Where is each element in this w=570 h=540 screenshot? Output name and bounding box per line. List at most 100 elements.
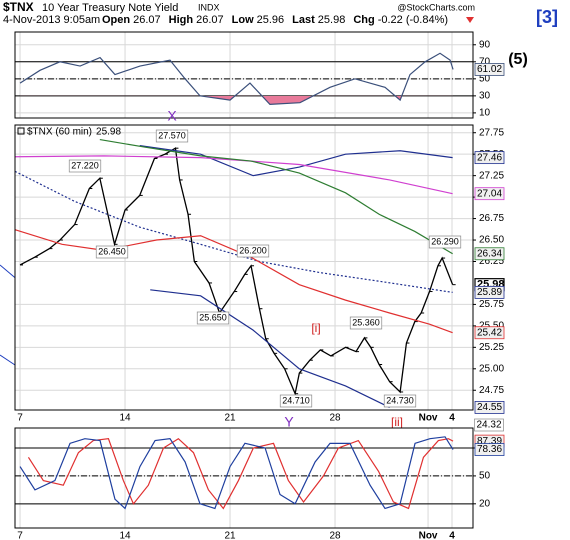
exchange: INDX [198, 2, 220, 12]
annotation-box [428, 235, 462, 249]
quote-value: 25.98 [318, 14, 346, 26]
value-tag-label: 27.04 [477, 188, 502, 199]
annotation: (5) [508, 51, 528, 68]
down-arrow [466, 17, 474, 23]
y-tick-label: 70 [479, 56, 491, 67]
series-line [14, 170, 453, 293]
trend-line [0, 354, 16, 366]
x-tick-label: 21 [224, 413, 236, 424]
series-line [19, 436, 454, 510]
annotation: [3] [536, 7, 558, 27]
annotation-box [68, 159, 102, 173]
symbol: $TNX [3, 0, 34, 14]
value-tag [474, 187, 505, 201]
value-tag-label: 78.36 [477, 444, 502, 455]
title: 10 Year Treasury Note Yield [42, 2, 178, 14]
x-tick-label: 7 [17, 531, 23, 540]
panel-frame [14, 427, 474, 529]
x-tick-label: 14 [119, 413, 131, 424]
value-tag-label: 24.55 [477, 402, 502, 413]
annotation-box [236, 244, 270, 258]
quote-label: High [169, 14, 194, 26]
x-tick-label: 21 [224, 531, 236, 540]
y-tick-label: 27.75 [479, 127, 504, 138]
y-tick-label: 90 [479, 39, 491, 50]
y-tick-label: 25.00 [479, 363, 504, 374]
value-tag-label: 25.42 [477, 327, 502, 338]
quote-label: Chg [353, 14, 374, 26]
quote-label: Last [292, 14, 315, 26]
value-tag [474, 443, 505, 456]
annotation: [ii] [391, 415, 403, 429]
annotation: 26.200 [239, 245, 267, 255]
legend-label: $TNX (60 min) [27, 127, 92, 138]
value-tag-label: 26.34 [477, 248, 502, 259]
x-tick-label: 7 [17, 413, 23, 424]
annotation-box [196, 311, 230, 325]
quote-value: 26.07 [133, 14, 161, 26]
y-tick-label: 50 [479, 471, 491, 482]
annotation: X [167, 108, 177, 124]
x-tick-label: Nov [419, 413, 438, 424]
y-tick-label: 27.25 [479, 170, 504, 181]
quote-value: 26.07 [196, 14, 224, 26]
x-tick-label: 4 [449, 531, 455, 540]
series-line [139, 145, 453, 177]
y-tick-label: 25.75 [479, 299, 504, 310]
y-tick-label: 10 [479, 108, 491, 119]
annotation: 24.32 [476, 420, 501, 431]
y-tick-label: 20 [479, 498, 491, 509]
value-tag-label: 61.02 [477, 64, 502, 75]
source: @StockCharts.com [397, 2, 475, 12]
annotation-box [349, 316, 383, 330]
annotation: 26.450 [98, 246, 126, 256]
y-tick-label: 50 [479, 73, 491, 84]
series-line [150, 289, 390, 408]
y-tick-label: 25.25 [479, 342, 504, 353]
panel [15, 32, 473, 118]
value-tag [474, 151, 505, 165]
annotation: 26.290 [431, 236, 459, 246]
value-tag-label: 27.46 [477, 152, 502, 163]
series-line [19, 147, 454, 396]
series-line [19, 52, 454, 105]
annotation: Y [284, 414, 294, 430]
value-tag [474, 247, 505, 261]
x-tick-label: 14 [119, 531, 131, 540]
annotation-box [474, 418, 504, 432]
y-tick-label: 26.75 [479, 213, 504, 224]
panel-frame [14, 31, 474, 119]
legend-swatch [17, 127, 25, 135]
annotation: 27.570 [158, 130, 186, 140]
x-tick-label: 28 [329, 531, 341, 540]
quote-value: -0.22 (-0.84%) [378, 14, 448, 26]
annotation: 24.730 [386, 395, 414, 405]
annotation-box [383, 394, 417, 408]
annotation-box [155, 129, 189, 143]
value-tag [474, 326, 505, 340]
annotation: 27.220 [71, 160, 99, 170]
value-tag-label: 87.39 [477, 436, 502, 447]
quote-label: Low [232, 14, 254, 26]
y-tick-label: 26.50 [479, 235, 504, 246]
annotation: 25.650 [199, 312, 227, 322]
value-tag [474, 401, 505, 414]
legend-value: 25.98 [96, 127, 121, 138]
panel-frame [14, 124, 474, 411]
annotation-box [279, 394, 313, 408]
x-tick-label: Nov [419, 531, 438, 540]
series-line [99, 139, 453, 255]
annotation: 24.710 [282, 395, 310, 405]
quote-label: Open [102, 14, 130, 26]
x-tick-label: 4 [449, 413, 455, 424]
value-tag [474, 63, 505, 76]
annotation: 25.360 [352, 317, 380, 327]
y-tick-label: 24.75 [479, 385, 504, 396]
y-tick-label: 30 [479, 91, 491, 102]
x-tick-label: 28 [329, 413, 341, 424]
annotation-box [95, 245, 129, 259]
value-tag-label: 25.89 [477, 287, 502, 298]
y-tick-label: 26.25 [479, 256, 504, 267]
quote-value: 25.96 [257, 14, 285, 26]
